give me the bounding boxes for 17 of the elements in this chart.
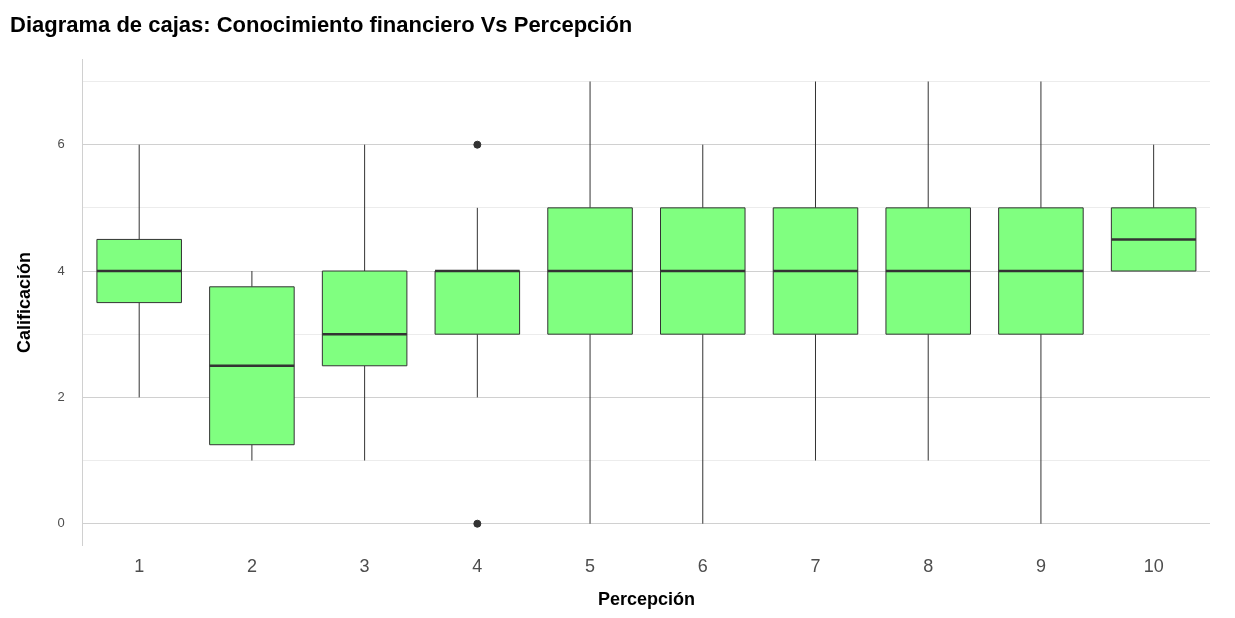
y-tick-label: 0 [57,515,65,531]
x-tick-label: 5 [585,555,596,576]
x-tick-label: 3 [359,555,370,576]
y-axis-title: Calificación [13,252,34,354]
x-tick-label: 1 [134,555,145,576]
x-tick-label: 4 [472,555,483,576]
x-tick-label: 9 [1035,555,1046,576]
x-axis-title: Percepción [597,589,695,610]
x-tick-label: 10 [1143,555,1164,576]
chart-title: Diagrama de cajas: Conocimiento financiero Vs Percepción [10,12,633,38]
y-tick-label: 4 [57,262,65,278]
y-tick-label: 6 [57,136,65,152]
x-tick-label: 2 [246,555,257,576]
x-tick-label: 8 [923,555,934,576]
y-tick-label: 2 [57,388,65,404]
x-tick-label: 7 [810,555,821,576]
x-tick-label: 6 [697,555,708,576]
